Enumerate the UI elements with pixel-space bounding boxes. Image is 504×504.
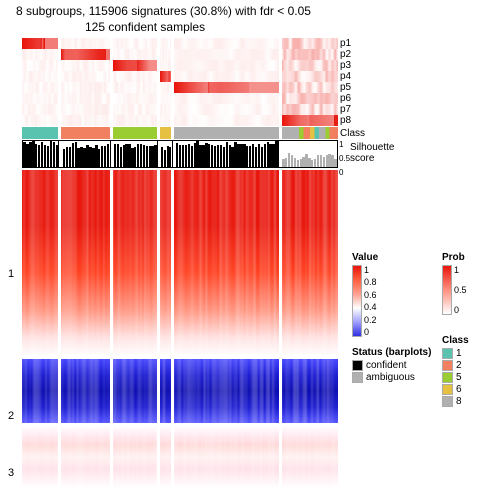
heatmap-panel xyxy=(22,170,338,488)
legend-status: Status (barplots) confidentambiguous xyxy=(352,347,431,384)
legend-class: Class 12568 xyxy=(442,335,469,408)
title: 8 subgroups, 115906 signatures (30.8%) w… xyxy=(16,4,311,18)
silhouette-label: Silhouette score xyxy=(350,142,394,164)
legend-value: Value 10.80.60.40.20 xyxy=(352,252,378,337)
subtitle: 125 confident samples xyxy=(85,20,205,34)
legend-prob: Prob 10.50 xyxy=(442,252,467,315)
heatmap-row-labels: 1 2 3 xyxy=(8,188,14,479)
prob-row-labels: p1p2p3p4p5p6p7p8 xyxy=(340,38,351,126)
sil-ticks: 10.50 xyxy=(339,138,350,180)
class-bar xyxy=(22,127,338,139)
prob-panel xyxy=(22,38,338,126)
main-plot xyxy=(22,38,338,486)
silhouette-panel xyxy=(22,140,338,168)
